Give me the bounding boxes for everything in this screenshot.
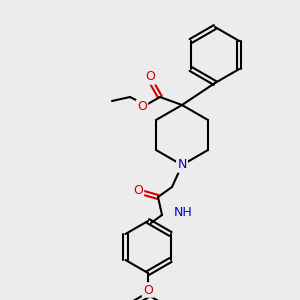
Text: O: O <box>143 284 153 296</box>
Text: NH: NH <box>174 206 193 220</box>
Text: O: O <box>137 100 147 113</box>
Text: N: N <box>177 158 187 172</box>
Text: O: O <box>133 184 143 197</box>
Text: O: O <box>145 70 155 83</box>
